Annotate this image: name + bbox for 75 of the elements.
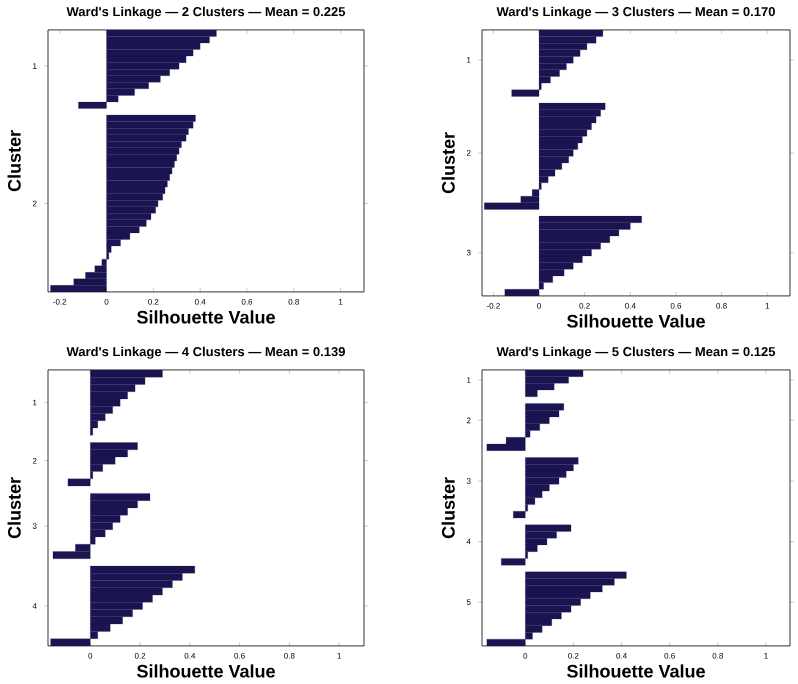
bar <box>106 49 194 57</box>
bar <box>538 36 597 44</box>
bar <box>106 219 147 227</box>
bar <box>538 102 606 110</box>
x-axis-title: Silhouette Value <box>567 664 705 678</box>
y-axis-title: Cluster <box>7 477 21 539</box>
bar <box>106 121 194 129</box>
bar <box>50 638 91 646</box>
bar <box>50 285 107 292</box>
bar <box>484 202 540 210</box>
bar <box>538 169 556 177</box>
bar <box>525 490 543 498</box>
bar <box>106 29 217 37</box>
bar <box>525 369 584 377</box>
bar <box>90 369 163 378</box>
bar <box>525 571 627 579</box>
bar <box>525 403 564 411</box>
bar <box>106 141 182 148</box>
bar <box>525 524 572 532</box>
bar <box>90 406 113 414</box>
bar <box>90 514 121 523</box>
bar <box>106 160 175 168</box>
x-axis-title: Silhouette Value <box>137 310 275 324</box>
bar <box>52 551 91 559</box>
bar <box>511 89 540 97</box>
bar <box>538 62 567 70</box>
bar <box>106 36 210 43</box>
bar <box>525 463 574 471</box>
bar <box>106 127 189 135</box>
bar <box>90 391 128 399</box>
y-axis-title: Cluster <box>441 477 455 539</box>
x-axis-title: Silhouette Value <box>137 664 275 678</box>
bar <box>67 478 91 487</box>
bar <box>501 558 526 566</box>
bar <box>525 497 536 505</box>
bar <box>486 638 526 646</box>
bar <box>538 56 574 64</box>
bar <box>525 477 560 485</box>
bar <box>538 149 574 157</box>
bar <box>106 114 196 122</box>
bar <box>538 175 549 183</box>
bar <box>106 226 140 233</box>
bar <box>90 442 138 450</box>
bar <box>538 29 604 37</box>
bar <box>525 470 567 478</box>
bar <box>106 193 163 201</box>
bar <box>525 410 560 418</box>
bar <box>504 289 540 296</box>
bar <box>106 180 168 188</box>
bar <box>538 49 581 57</box>
bar <box>106 62 180 70</box>
bar <box>90 522 113 530</box>
bar <box>538 69 560 77</box>
bar <box>90 413 106 421</box>
bar <box>106 199 159 207</box>
bar <box>106 167 173 174</box>
bar <box>538 162 562 170</box>
bar <box>538 156 569 163</box>
bar <box>90 529 106 537</box>
bar <box>90 398 121 407</box>
bar <box>538 215 642 223</box>
bar <box>525 457 579 465</box>
bar <box>486 443 526 451</box>
bar <box>90 493 151 501</box>
x-axis-title: Silhouette Value <box>567 314 705 328</box>
bar <box>106 134 187 142</box>
y-axis-title: Cluster <box>7 130 21 192</box>
bar <box>538 142 578 150</box>
y-axis-title: Cluster <box>441 132 455 194</box>
bar <box>106 213 152 220</box>
bar <box>101 258 107 266</box>
bar <box>90 420 98 428</box>
bar <box>106 173 170 181</box>
bar <box>90 565 195 574</box>
bar <box>513 511 526 518</box>
